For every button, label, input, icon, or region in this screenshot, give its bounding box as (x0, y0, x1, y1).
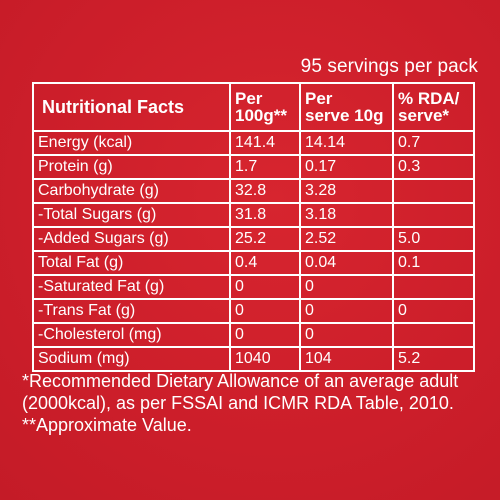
per-100g-value: 0 (229, 274, 301, 300)
per-serve-value: 0.17 (299, 154, 394, 180)
table-row: -Saturated Fat (g) 0 0 (32, 274, 475, 300)
nutrient-name: -Total Sugars (g) (32, 202, 231, 228)
per-serve-value: 3.28 (299, 178, 394, 204)
table-row: -Cholesterol (mg) 0 0 (32, 322, 475, 348)
header-per-100g-line1: Per (235, 89, 263, 108)
rda-value (392, 322, 475, 348)
rda-value: 0.7 (392, 130, 475, 156)
per-100g-value: 0 (229, 322, 301, 348)
per-100g-value: 0 (229, 298, 301, 324)
header-per-serve: Per serve 10g (299, 82, 394, 132)
table-row: Total Fat (g) 0.4 0.04 0.1 (32, 250, 475, 276)
per-100g-value: 1.7 (229, 154, 301, 180)
table-row: Carbohydrate (g) 32.8 3.28 (32, 178, 475, 204)
header-rda-line1: % RDA/ (398, 89, 460, 108)
rda-value: 5.2 (392, 346, 475, 372)
per-100g-value: 32.8 (229, 178, 301, 204)
per-100g-value: 25.2 (229, 226, 301, 252)
rda-value: 0 (392, 298, 475, 324)
header-rda-line2: serve* (398, 106, 450, 125)
per-serve-value: 104 (299, 346, 394, 372)
rda-value (392, 274, 475, 300)
table-row: -Total Sugars (g) 31.8 3.18 (32, 202, 475, 228)
nutrient-name: -Trans Fat (g) (32, 298, 231, 324)
footnote-approximate: **Approximate Value. (22, 415, 192, 435)
table-row: -Trans Fat (g) 0 0 0 (32, 298, 475, 324)
per-serve-value: 0 (299, 274, 394, 300)
nutrient-name: -Cholesterol (mg) (32, 322, 231, 348)
rda-value: 5.0 (392, 226, 475, 252)
nutrient-name: Carbohydrate (g) (32, 178, 231, 204)
rda-value: 0.1 (392, 250, 475, 276)
header-per-serve-line2: serve 10g (305, 106, 384, 125)
footnotes: *Recommended Dietary Allowance of an ave… (22, 370, 492, 436)
header-per-serve-line1: Per (305, 89, 333, 108)
rda-value: 0.3 (392, 154, 475, 180)
header-per-100g-line2: 100g** (235, 106, 287, 125)
header-nutritional-facts: Nutritional Facts (32, 82, 231, 132)
per-100g-value: 0.4 (229, 250, 301, 276)
nutrient-name: -Added Sugars (g) (32, 226, 231, 252)
nutrient-name: Protein (g) (32, 154, 231, 180)
rda-value (392, 178, 475, 204)
per-serve-value: 0 (299, 322, 394, 348)
per-serve-value: 0 (299, 298, 394, 324)
per-serve-value: 14.14 (299, 130, 394, 156)
table-row: Protein (g) 1.7 0.17 0.3 (32, 154, 475, 180)
table-header-row: Nutritional Facts Per 100g** Per serve 1… (32, 82, 475, 132)
per-serve-value: 3.18 (299, 202, 394, 228)
rda-value (392, 202, 475, 228)
per-serve-value: 2.52 (299, 226, 394, 252)
nutrition-facts-table: Nutritional Facts Per 100g** Per serve 1… (32, 82, 475, 372)
nutrient-name: Energy (kcal) (32, 130, 231, 156)
per-100g-value: 1040 (229, 346, 301, 372)
header-per-100g: Per 100g** (229, 82, 301, 132)
per-100g-value: 141.4 (229, 130, 301, 156)
table-row: -Added Sugars (g) 25.2 2.52 5.0 (32, 226, 475, 252)
per-100g-value: 31.8 (229, 202, 301, 228)
footnote-rda: *Recommended Dietary Allowance of an ave… (22, 371, 459, 391)
nutrient-name: -Saturated Fat (g) (32, 274, 231, 300)
table-row: Energy (kcal) 141.4 14.14 0.7 (32, 130, 475, 156)
table-row: Sodium (mg) 1040 104 5.2 (32, 346, 475, 372)
servings-per-pack: 95 servings per pack (300, 56, 478, 77)
footnote-rda-source: (2000kcal), as per FSSAI and ICMR RDA Ta… (22, 393, 454, 413)
nutrient-name: Sodium (mg) (32, 346, 231, 372)
header-rda: % RDA/ serve* (392, 82, 475, 132)
nutrient-name: Total Fat (g) (32, 250, 231, 276)
per-serve-value: 0.04 (299, 250, 394, 276)
